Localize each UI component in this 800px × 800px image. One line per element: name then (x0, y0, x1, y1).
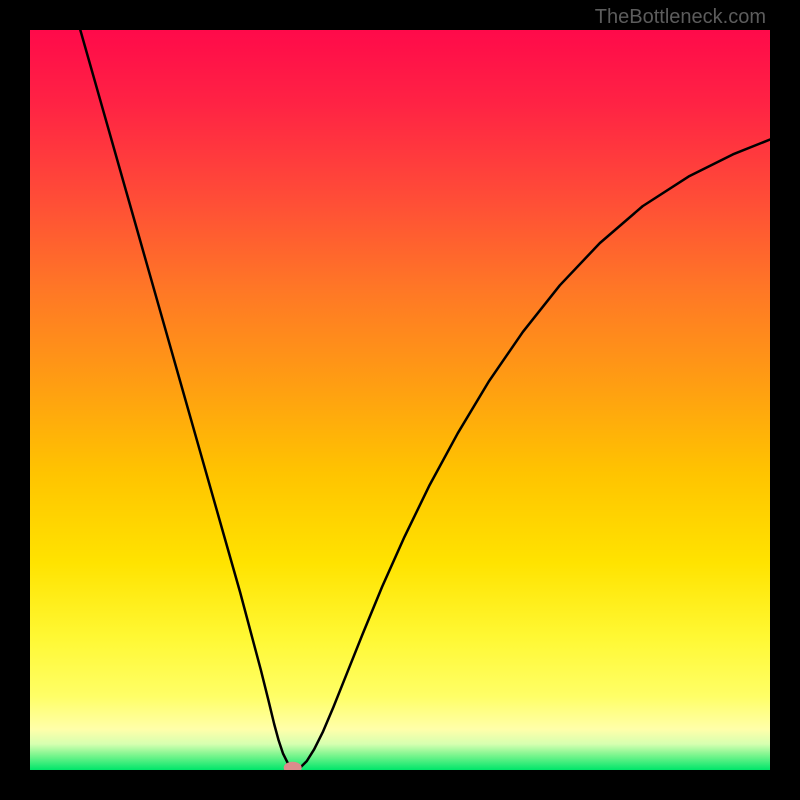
chart-svg (30, 30, 770, 770)
plot-area (30, 30, 770, 770)
watermark-text: TheBottleneck.com (595, 6, 766, 29)
chart-background (30, 30, 770, 770)
chart-frame: TheBottleneck.com (0, 0, 800, 800)
